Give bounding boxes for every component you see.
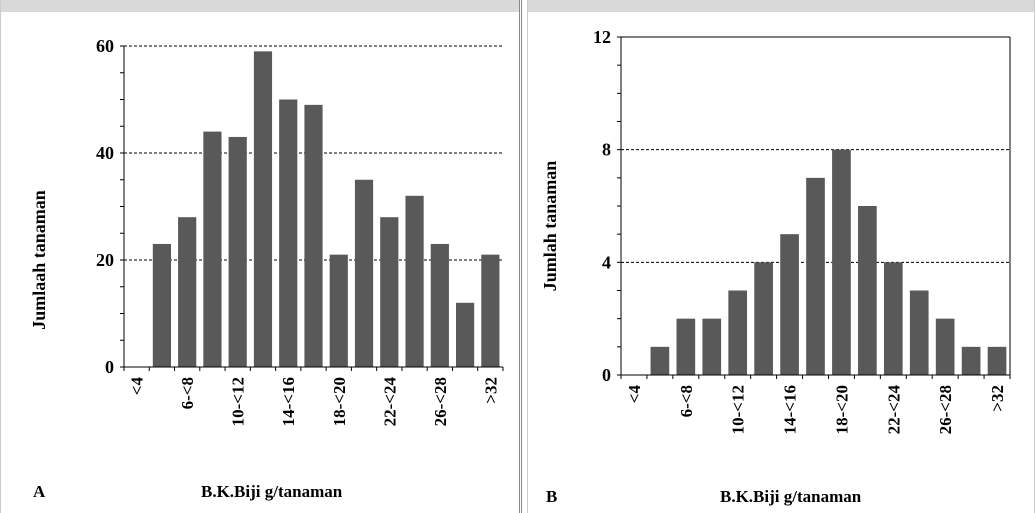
x-tick-label: 14-<16 bbox=[781, 385, 800, 434]
x-tick-label: 6-<8 bbox=[178, 377, 197, 409]
x-tick-label: 14-<16 bbox=[279, 377, 298, 426]
x-tick-label: 6-<8 bbox=[677, 385, 696, 417]
x-tick-label: 22-<24 bbox=[380, 377, 399, 427]
bar bbox=[380, 217, 399, 367]
bar bbox=[228, 136, 247, 367]
y-tick-label: 0 bbox=[105, 357, 114, 377]
bar bbox=[253, 51, 273, 367]
x-tick-label: >32 bbox=[988, 385, 1007, 412]
chart-panel-a: 0 20 40 60 <4 6-<8 10-<12 14-<16 18-<20 22-<24 26-… bbox=[0, 0, 522, 513]
x-tick-label: 10-<12 bbox=[229, 377, 248, 426]
chart-b-svg: 0 4 8 12 <4 6-<8 10-<12 14-<16 18-<20 22-<24 26-<2… bbox=[540, 27, 1011, 435]
x-axis-title-b: B.K.Biji g/tanaman bbox=[720, 487, 862, 506]
bar bbox=[430, 243, 449, 367]
bar bbox=[152, 243, 171, 367]
bar bbox=[832, 149, 851, 375]
bar bbox=[650, 346, 670, 375]
bar bbox=[909, 290, 929, 375]
bar bbox=[405, 195, 424, 367]
x-tick-label: <4 bbox=[625, 385, 644, 404]
y-tick-label: 12 bbox=[593, 27, 611, 47]
x-tick-label: <4 bbox=[128, 377, 147, 396]
x-tick-label: 18-<20 bbox=[832, 385, 851, 434]
y-axis-title: Jumlah tanaman bbox=[540, 161, 560, 292]
bar bbox=[304, 104, 323, 367]
bar bbox=[676, 318, 696, 375]
x-tick-label: 18-<20 bbox=[330, 377, 349, 426]
x-tick-label: 26-<28 bbox=[431, 377, 450, 426]
chart-panel-b: 0 4 8 12 <4 6-<8 10-<12 14-<16 18-<20 22-<24 26-<2… bbox=[527, 0, 1035, 513]
panel-letter-a: A bbox=[33, 482, 46, 501]
x-tick-label: 10-<12 bbox=[729, 385, 748, 434]
bar bbox=[728, 290, 748, 375]
bar bbox=[987, 346, 1007, 375]
top-strip bbox=[1, 0, 519, 12]
y-tick-label: 8 bbox=[602, 140, 611, 160]
x-tick-label: 22-<24 bbox=[884, 385, 903, 435]
bar bbox=[935, 318, 955, 375]
bar bbox=[883, 262, 903, 375]
bar bbox=[858, 206, 877, 375]
bar bbox=[961, 346, 981, 375]
bar bbox=[329, 254, 348, 367]
y-tick-label: 0 bbox=[602, 365, 611, 385]
x-axis-title-a: B.K.Biji g/tanaman bbox=[201, 482, 343, 501]
bar bbox=[481, 254, 500, 367]
y-axis-title: Jumlaah tanaman bbox=[29, 190, 49, 330]
y-tick-label: 40 bbox=[96, 143, 114, 163]
y-tick-label: 60 bbox=[96, 36, 114, 56]
bar bbox=[354, 179, 374, 367]
bar bbox=[806, 177, 825, 375]
x-tick-label: 26-<28 bbox=[936, 385, 955, 434]
x-tick-label: >32 bbox=[481, 377, 500, 404]
bar bbox=[702, 318, 722, 375]
y-tick-label: 20 bbox=[96, 250, 114, 270]
bar bbox=[178, 217, 197, 367]
panel-letter-b: B bbox=[546, 487, 558, 506]
bar bbox=[203, 131, 222, 367]
bar bbox=[456, 302, 475, 367]
y-tick-label: 4 bbox=[602, 252, 611, 272]
top-strip bbox=[528, 0, 1034, 12]
bar bbox=[780, 234, 799, 375]
bar bbox=[754, 262, 773, 375]
bar bbox=[279, 99, 298, 367]
chart-a-svg: 0 20 40 60 <4 6-<8 10-<12 14-<16 18-<20 22-<24 26-… bbox=[29, 36, 504, 427]
